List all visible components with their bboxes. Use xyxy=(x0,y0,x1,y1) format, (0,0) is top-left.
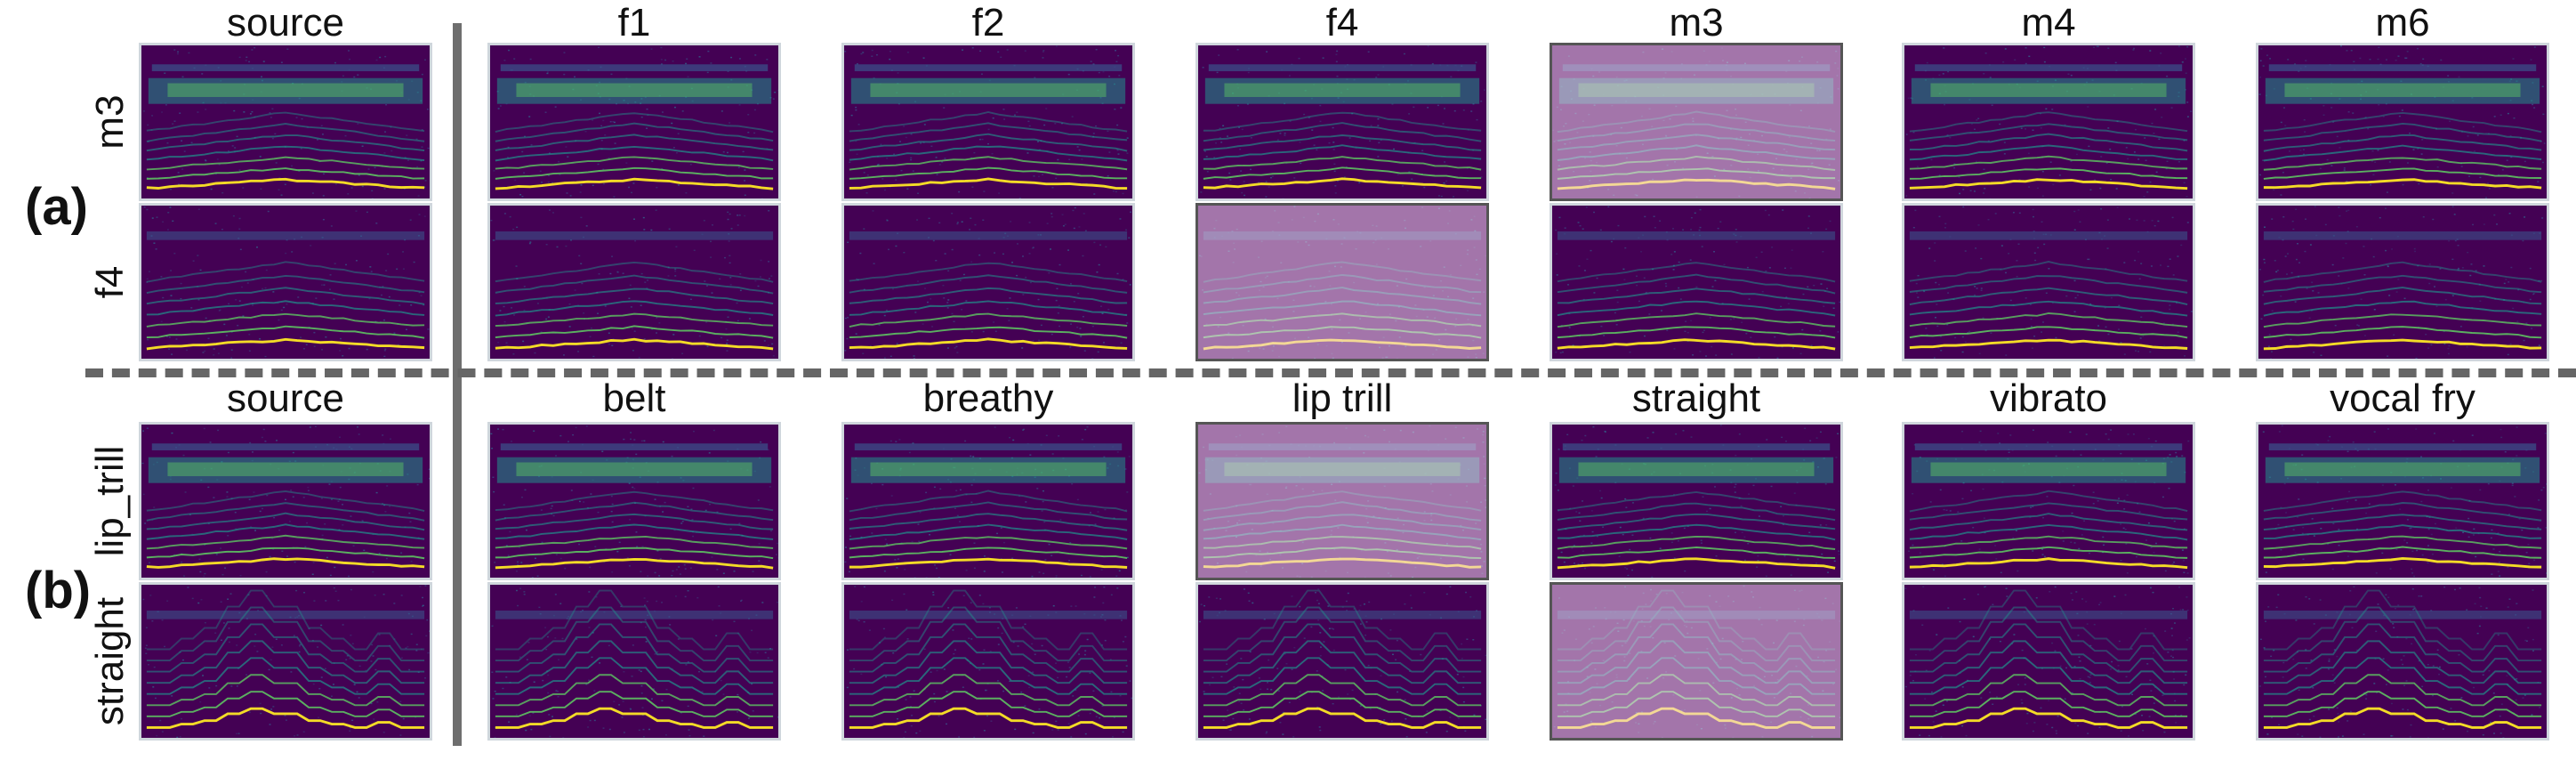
column-title: m3 xyxy=(1669,1,1724,45)
spectrogram-thumbnail xyxy=(1195,43,1489,201)
spectrogram-thumbnail xyxy=(1902,582,2195,741)
spectrogram-thumbnail xyxy=(841,43,1135,201)
spectrogram-thumbnail xyxy=(1195,582,1489,741)
spectrogram-thumbnail xyxy=(139,203,432,361)
column-title: f2 xyxy=(971,1,1005,45)
spectrogram-thumbnail-highlighted xyxy=(1550,582,1843,741)
spectrogram-thumbnail xyxy=(2256,422,2549,580)
spectrogram-thumbnail-highlighted xyxy=(1195,422,1489,580)
panel-label: (a) xyxy=(25,178,88,236)
spectrogram-thumbnail xyxy=(841,582,1135,741)
row-label: straight xyxy=(88,596,132,726)
column-title-source: source xyxy=(226,1,345,45)
column-title: m4 xyxy=(2021,1,2076,45)
column-title: lip trill xyxy=(1292,376,1393,420)
spectrogram-thumbnail-highlighted xyxy=(1195,203,1489,361)
spectrogram-thumbnail xyxy=(139,43,432,201)
spectrogram-thumbnail xyxy=(1550,422,1843,580)
spectrogram-thumbnail xyxy=(2256,203,2549,361)
spectrogram-thumbnail xyxy=(139,582,432,741)
spectrogram-thumbnail xyxy=(841,203,1135,361)
spectrogram-thumbnail xyxy=(1550,203,1843,361)
column-title: m6 xyxy=(2375,1,2430,45)
spectrogram-thumbnail xyxy=(487,203,781,361)
spectrogram-thumbnail xyxy=(139,422,432,580)
spectrogram-thumbnail xyxy=(487,582,781,741)
column-title-source: source xyxy=(226,376,345,420)
spectrogram-thumbnail xyxy=(487,43,781,201)
spectrogram-thumbnail xyxy=(1902,422,2195,580)
spectrogram-thumbnail xyxy=(841,422,1135,580)
column-title: belt xyxy=(602,376,666,420)
spectrogram-thumbnail xyxy=(1902,203,2195,361)
row-label: m3 xyxy=(88,94,132,150)
column-title: f4 xyxy=(1325,1,1359,45)
spectrogram-thumbnail xyxy=(2256,43,2549,201)
horizontal-dashed-divider xyxy=(85,368,2576,377)
spectrogram-thumbnail-highlighted xyxy=(1550,43,1843,201)
column-title: breathy xyxy=(922,376,1054,420)
row-label: f4 xyxy=(88,265,132,299)
spectrogram-thumbnail xyxy=(487,422,781,580)
row-label: lip_trill xyxy=(88,445,132,557)
column-title: vocal fry xyxy=(2330,376,2475,420)
column-title: f1 xyxy=(617,1,651,45)
panel-label: (b) xyxy=(25,562,92,619)
vertical-divider xyxy=(453,23,462,746)
spectrogram-thumbnail xyxy=(2256,582,2549,741)
column-title: straight xyxy=(1631,376,1761,420)
spectrogram-thumbnail xyxy=(1902,43,2195,201)
column-title: vibrato xyxy=(1989,376,2108,420)
